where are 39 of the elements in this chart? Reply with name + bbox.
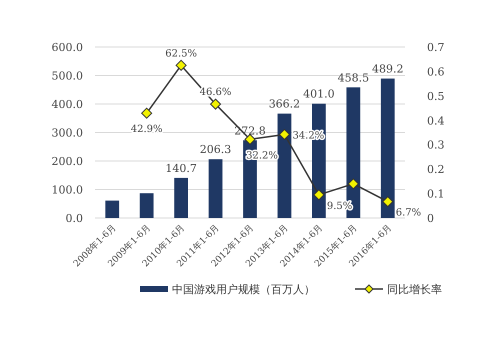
- point: [141, 108, 152, 119]
- y2-tick-label: 0.1: [427, 188, 444, 201]
- y-tick-label: 200.0: [52, 155, 83, 168]
- bar: [208, 159, 222, 218]
- y2-tick-label: 0: [427, 212, 434, 225]
- point: [176, 60, 187, 71]
- bar: [278, 114, 292, 218]
- y2-tick-label: 0.4: [427, 114, 444, 128]
- y2-tick-label: 0.5: [427, 90, 444, 103]
- data-label: 206.3: [200, 143, 232, 156]
- data-label: 42.9%: [130, 124, 163, 136]
- legend-label: 同比增长率: [387, 283, 442, 296]
- bar: [105, 200, 120, 218]
- y2-tick-label: 0.2: [427, 163, 444, 176]
- y2-tick-label: 0.7: [427, 41, 444, 54]
- y-tick-label: 0.0: [66, 212, 83, 225]
- data-label: 489.2: [372, 62, 404, 76]
- bar: [140, 193, 154, 218]
- legend-label: 中国游戏用户规模（百万人）: [172, 283, 315, 296]
- y-tick-label: 400.0: [52, 98, 83, 111]
- point: [278, 128, 290, 140]
- y2-tick-label: 0.6: [427, 65, 444, 78]
- data-label: 401.0: [303, 88, 335, 101]
- y-tick-label: 300.0: [52, 126, 83, 140]
- point: [382, 196, 394, 208]
- bar: [380, 78, 395, 218]
- y-tick-label: 600.0: [52, 41, 83, 54]
- point: [210, 98, 222, 110]
- data-label: 458.5: [338, 71, 370, 84]
- point: [313, 189, 324, 200]
- y2-tick-label: 0.3: [427, 138, 444, 152]
- bar: [174, 178, 188, 218]
- data-label: 140.7: [165, 162, 197, 175]
- data-label: 6.7%: [396, 208, 422, 219]
- data-label: 366.2: [268, 98, 300, 111]
- y-tick-label: 500.0: [52, 70, 83, 82]
- data-label: 62.5%: [165, 48, 197, 60]
- y-tick-label: 100.0: [52, 184, 83, 196]
- point: [348, 178, 359, 190]
